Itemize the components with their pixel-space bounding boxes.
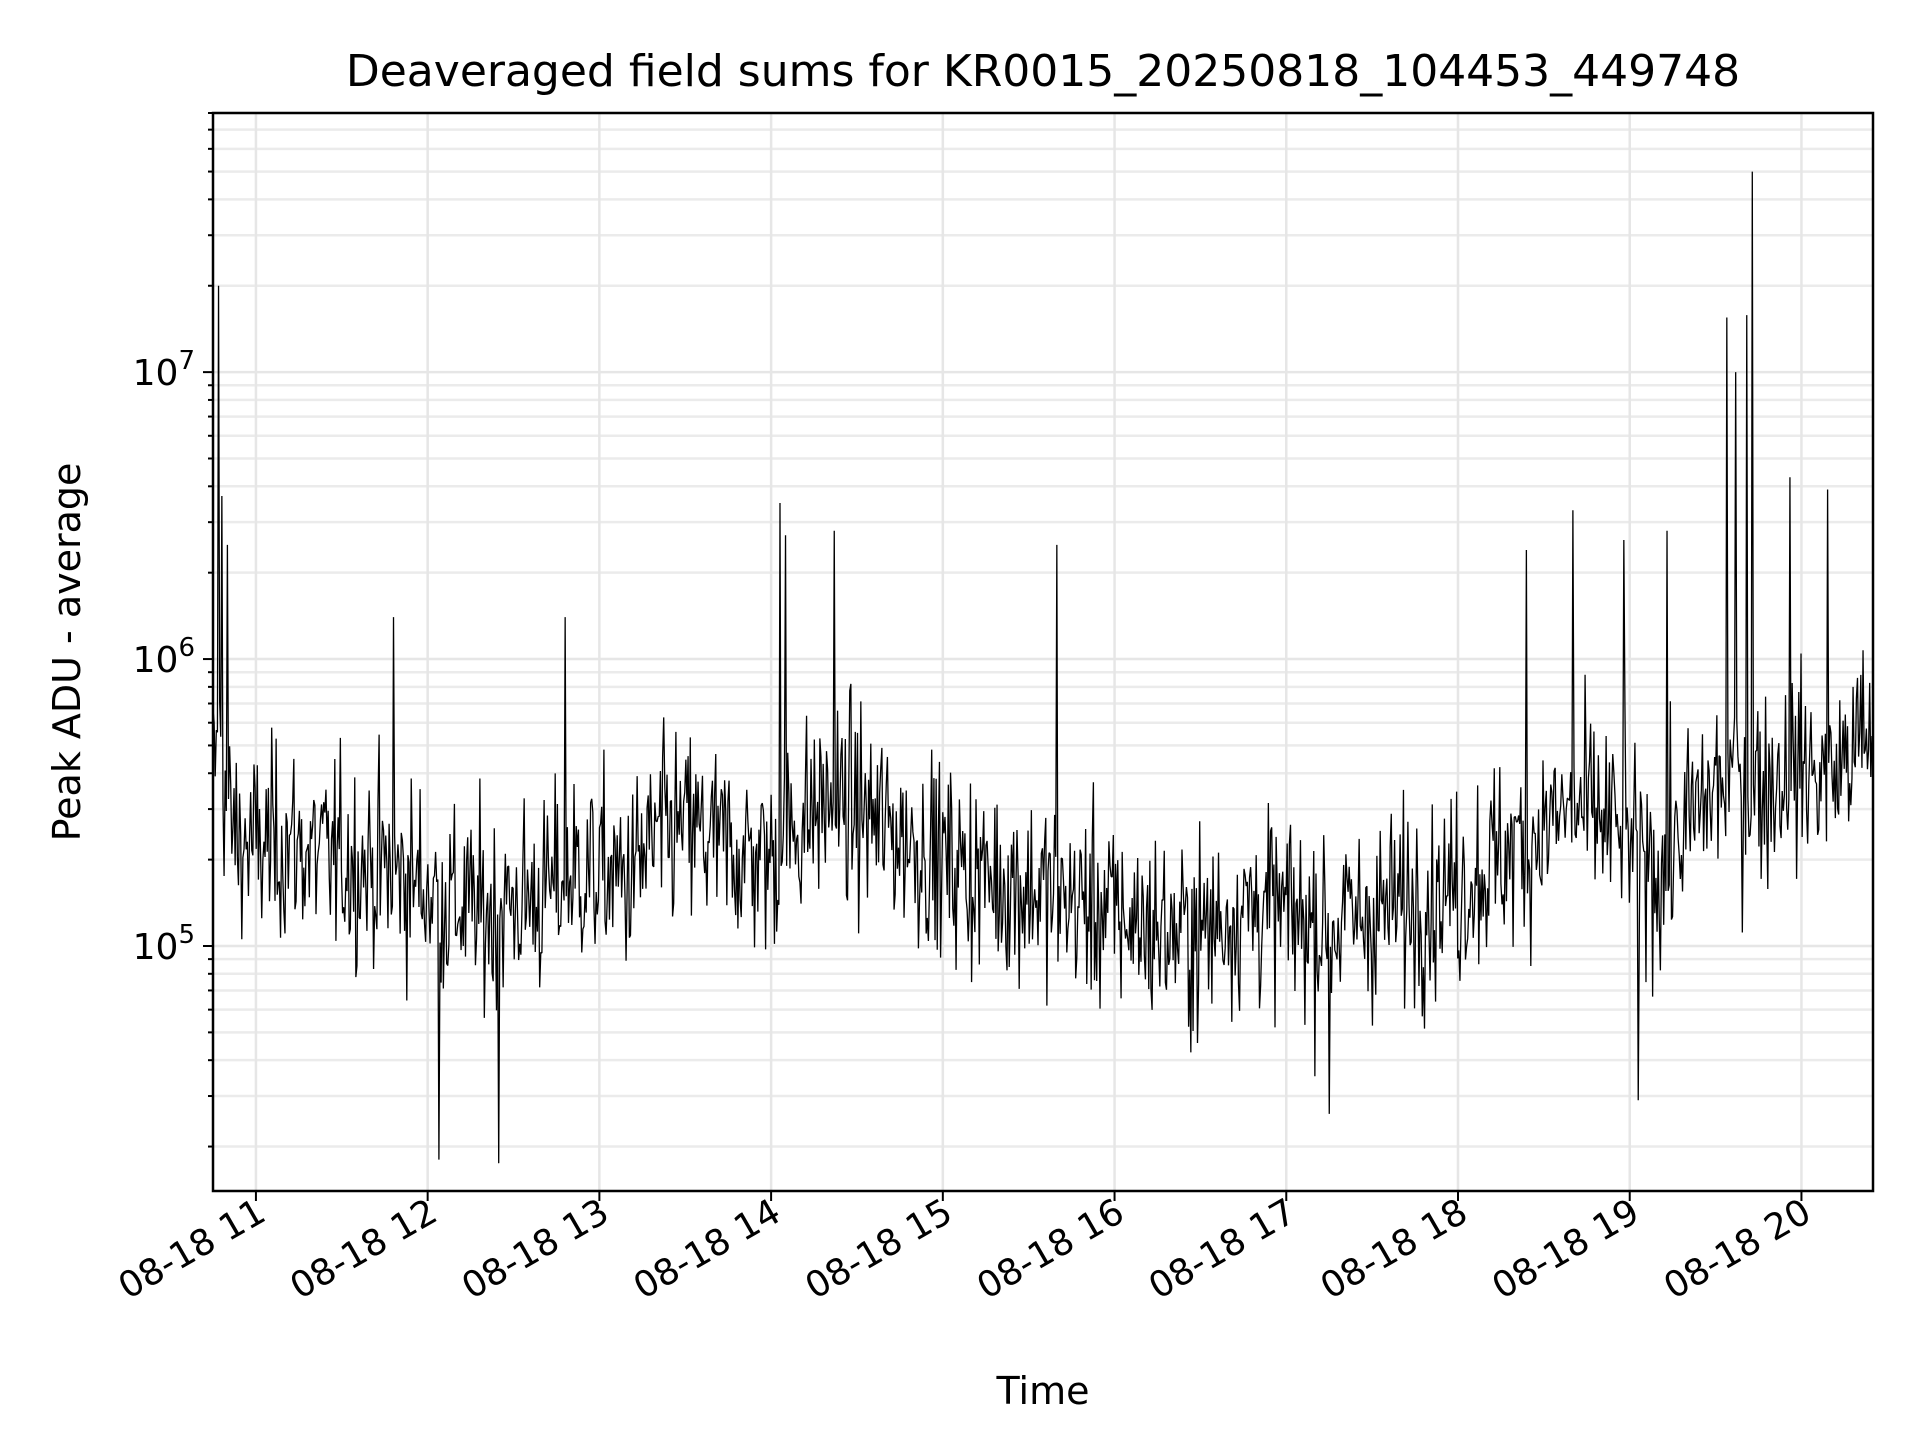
series-layer <box>212 171 1874 1164</box>
y-tick-label-exponent: 5 <box>178 920 195 950</box>
plot-frame <box>211 111 1875 1193</box>
y-tick-label-base: 10 <box>133 927 179 968</box>
y-axis-label: Peak ADU - average <box>45 463 89 842</box>
y-tick-label-exponent: 7 <box>178 346 195 376</box>
series-line <box>212 171 1874 1164</box>
grid-layer <box>213 111 1873 1191</box>
y-tick-label: 105 <box>133 920 195 968</box>
y-tick-label-exponent: 6 <box>178 633 195 663</box>
y-tick-label-base: 10 <box>133 640 179 681</box>
y-tick-label: 106 <box>133 633 195 681</box>
y-tick-label: 107 <box>133 346 195 394</box>
x-axis-label: Time <box>996 1369 1090 1413</box>
chart-title: Deaveraged field sums for KR0015_2025081… <box>346 46 1740 97</box>
y-tick-label-base: 10 <box>133 353 179 394</box>
